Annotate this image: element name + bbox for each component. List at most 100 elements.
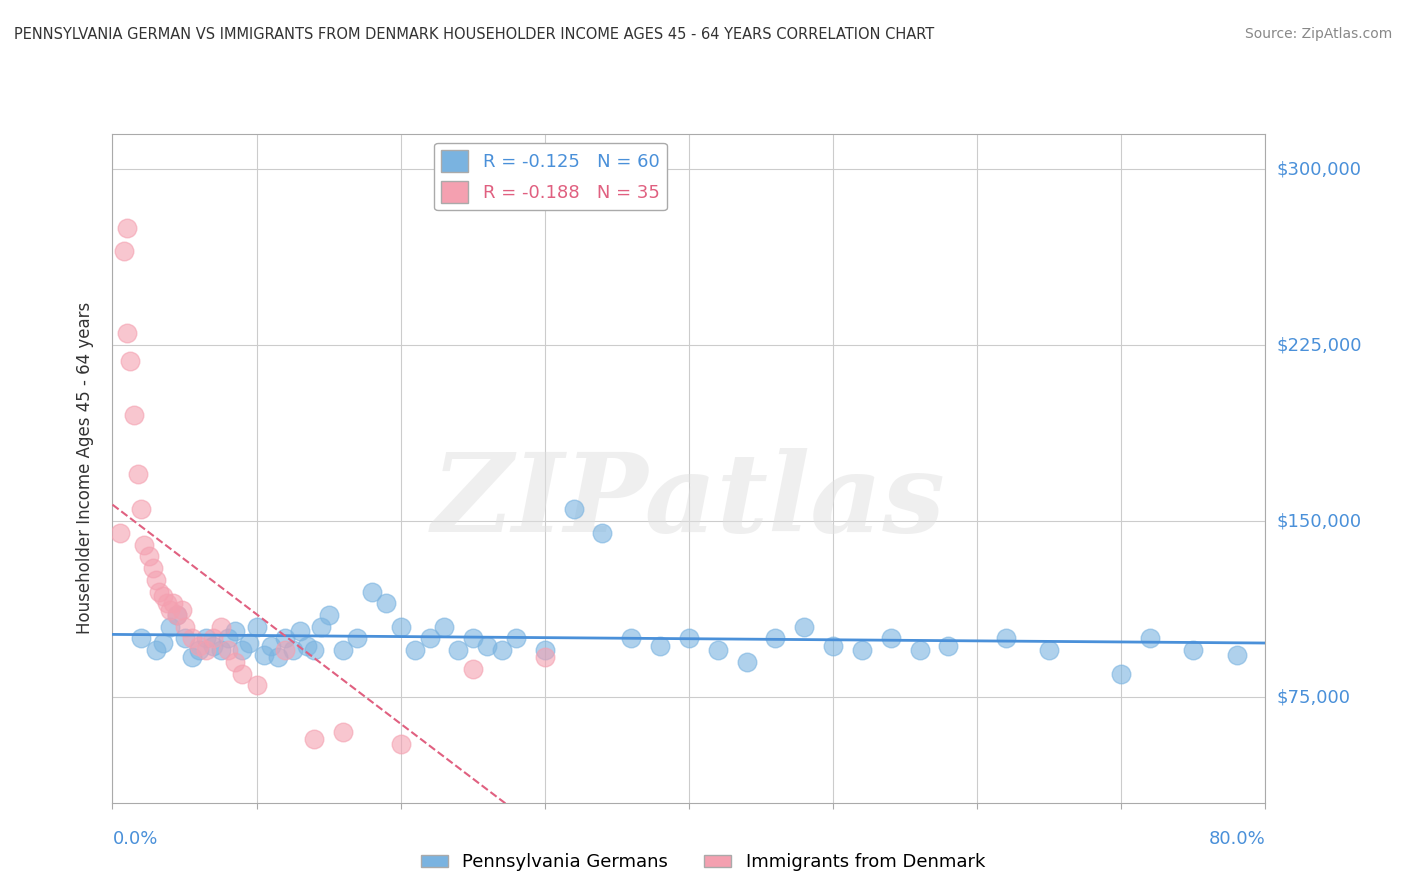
Point <box>188 643 211 657</box>
Point <box>245 678 267 692</box>
Point <box>706 643 728 657</box>
Point <box>360 584 382 599</box>
Point <box>159 620 181 634</box>
Point <box>224 624 246 639</box>
Point <box>936 639 959 653</box>
Point <box>533 643 555 657</box>
Point <box>148 584 170 599</box>
Point <box>118 354 141 368</box>
Point <box>475 639 498 653</box>
Point <box>1226 648 1249 662</box>
Point <box>195 632 218 646</box>
Point <box>145 643 167 657</box>
Point <box>592 525 614 540</box>
Point <box>735 655 758 669</box>
Point <box>332 725 354 739</box>
Point <box>491 643 513 657</box>
Point <box>238 636 260 650</box>
Point <box>765 632 787 646</box>
Point <box>156 596 179 610</box>
Point <box>295 639 318 653</box>
Text: $75,000: $75,000 <box>1277 688 1351 706</box>
Point <box>122 409 145 423</box>
Point <box>375 596 398 610</box>
Point <box>419 632 441 646</box>
Point <box>1139 632 1161 646</box>
Point <box>562 502 585 516</box>
Point <box>217 643 239 657</box>
Text: Source: ZipAtlas.com: Source: ZipAtlas.com <box>1244 27 1392 41</box>
Point <box>180 650 202 665</box>
Point <box>389 737 412 751</box>
Point <box>209 643 232 657</box>
Point <box>267 650 290 665</box>
Point <box>115 326 138 341</box>
Point <box>145 573 167 587</box>
Point <box>142 561 165 575</box>
Point <box>170 603 193 617</box>
Point <box>245 620 267 634</box>
Point <box>209 620 232 634</box>
Point <box>129 502 153 516</box>
Point <box>274 643 297 657</box>
Legend: Pennsylvania Germans, Immigrants from Denmark: Pennsylvania Germans, Immigrants from De… <box>413 847 993 879</box>
Point <box>648 639 672 653</box>
Text: $150,000: $150,000 <box>1277 512 1361 530</box>
Point <box>995 632 1018 646</box>
Point <box>202 639 225 653</box>
Text: 0.0%: 0.0% <box>112 830 157 847</box>
Text: ZIPatlas: ZIPatlas <box>432 448 946 556</box>
Point <box>793 620 815 634</box>
Point <box>152 589 174 603</box>
Point <box>231 643 253 657</box>
Point <box>260 639 283 653</box>
Point <box>224 655 246 669</box>
Point <box>404 643 426 657</box>
Point <box>304 643 326 657</box>
Point <box>851 643 873 657</box>
Point <box>678 632 700 646</box>
Point <box>162 596 184 610</box>
Point <box>389 620 412 634</box>
Point <box>129 632 153 646</box>
Point <box>166 607 188 622</box>
Point <box>188 639 211 653</box>
Point <box>1038 643 1060 657</box>
Point <box>461 632 484 646</box>
Text: $300,000: $300,000 <box>1277 160 1361 178</box>
Point <box>173 620 195 634</box>
Point <box>880 632 903 646</box>
Point <box>159 603 181 617</box>
Point <box>127 467 149 482</box>
Point <box>115 220 138 235</box>
Point <box>134 538 156 552</box>
Point <box>195 643 218 657</box>
Point <box>112 244 135 259</box>
Point <box>217 632 239 646</box>
Point <box>908 643 931 657</box>
Point <box>1111 666 1133 681</box>
Point <box>152 636 174 650</box>
Point <box>202 632 225 646</box>
Point <box>620 632 643 646</box>
Point <box>288 624 311 639</box>
Point <box>821 639 844 653</box>
Point <box>311 620 333 634</box>
Point <box>1182 643 1205 657</box>
Point <box>433 620 456 634</box>
Point <box>332 643 354 657</box>
Point <box>166 607 188 622</box>
Text: 80.0%: 80.0% <box>1209 830 1265 847</box>
Point <box>138 549 160 564</box>
Point <box>180 632 202 646</box>
Point <box>505 632 527 646</box>
Point <box>253 648 276 662</box>
Point <box>274 632 297 646</box>
Text: $225,000: $225,000 <box>1277 336 1362 354</box>
Point <box>533 650 555 665</box>
Point <box>318 607 340 622</box>
Point <box>173 632 195 646</box>
Point <box>346 632 368 646</box>
Y-axis label: Householder Income Ages 45 - 64 years: Householder Income Ages 45 - 64 years <box>76 302 94 634</box>
Point <box>447 643 470 657</box>
